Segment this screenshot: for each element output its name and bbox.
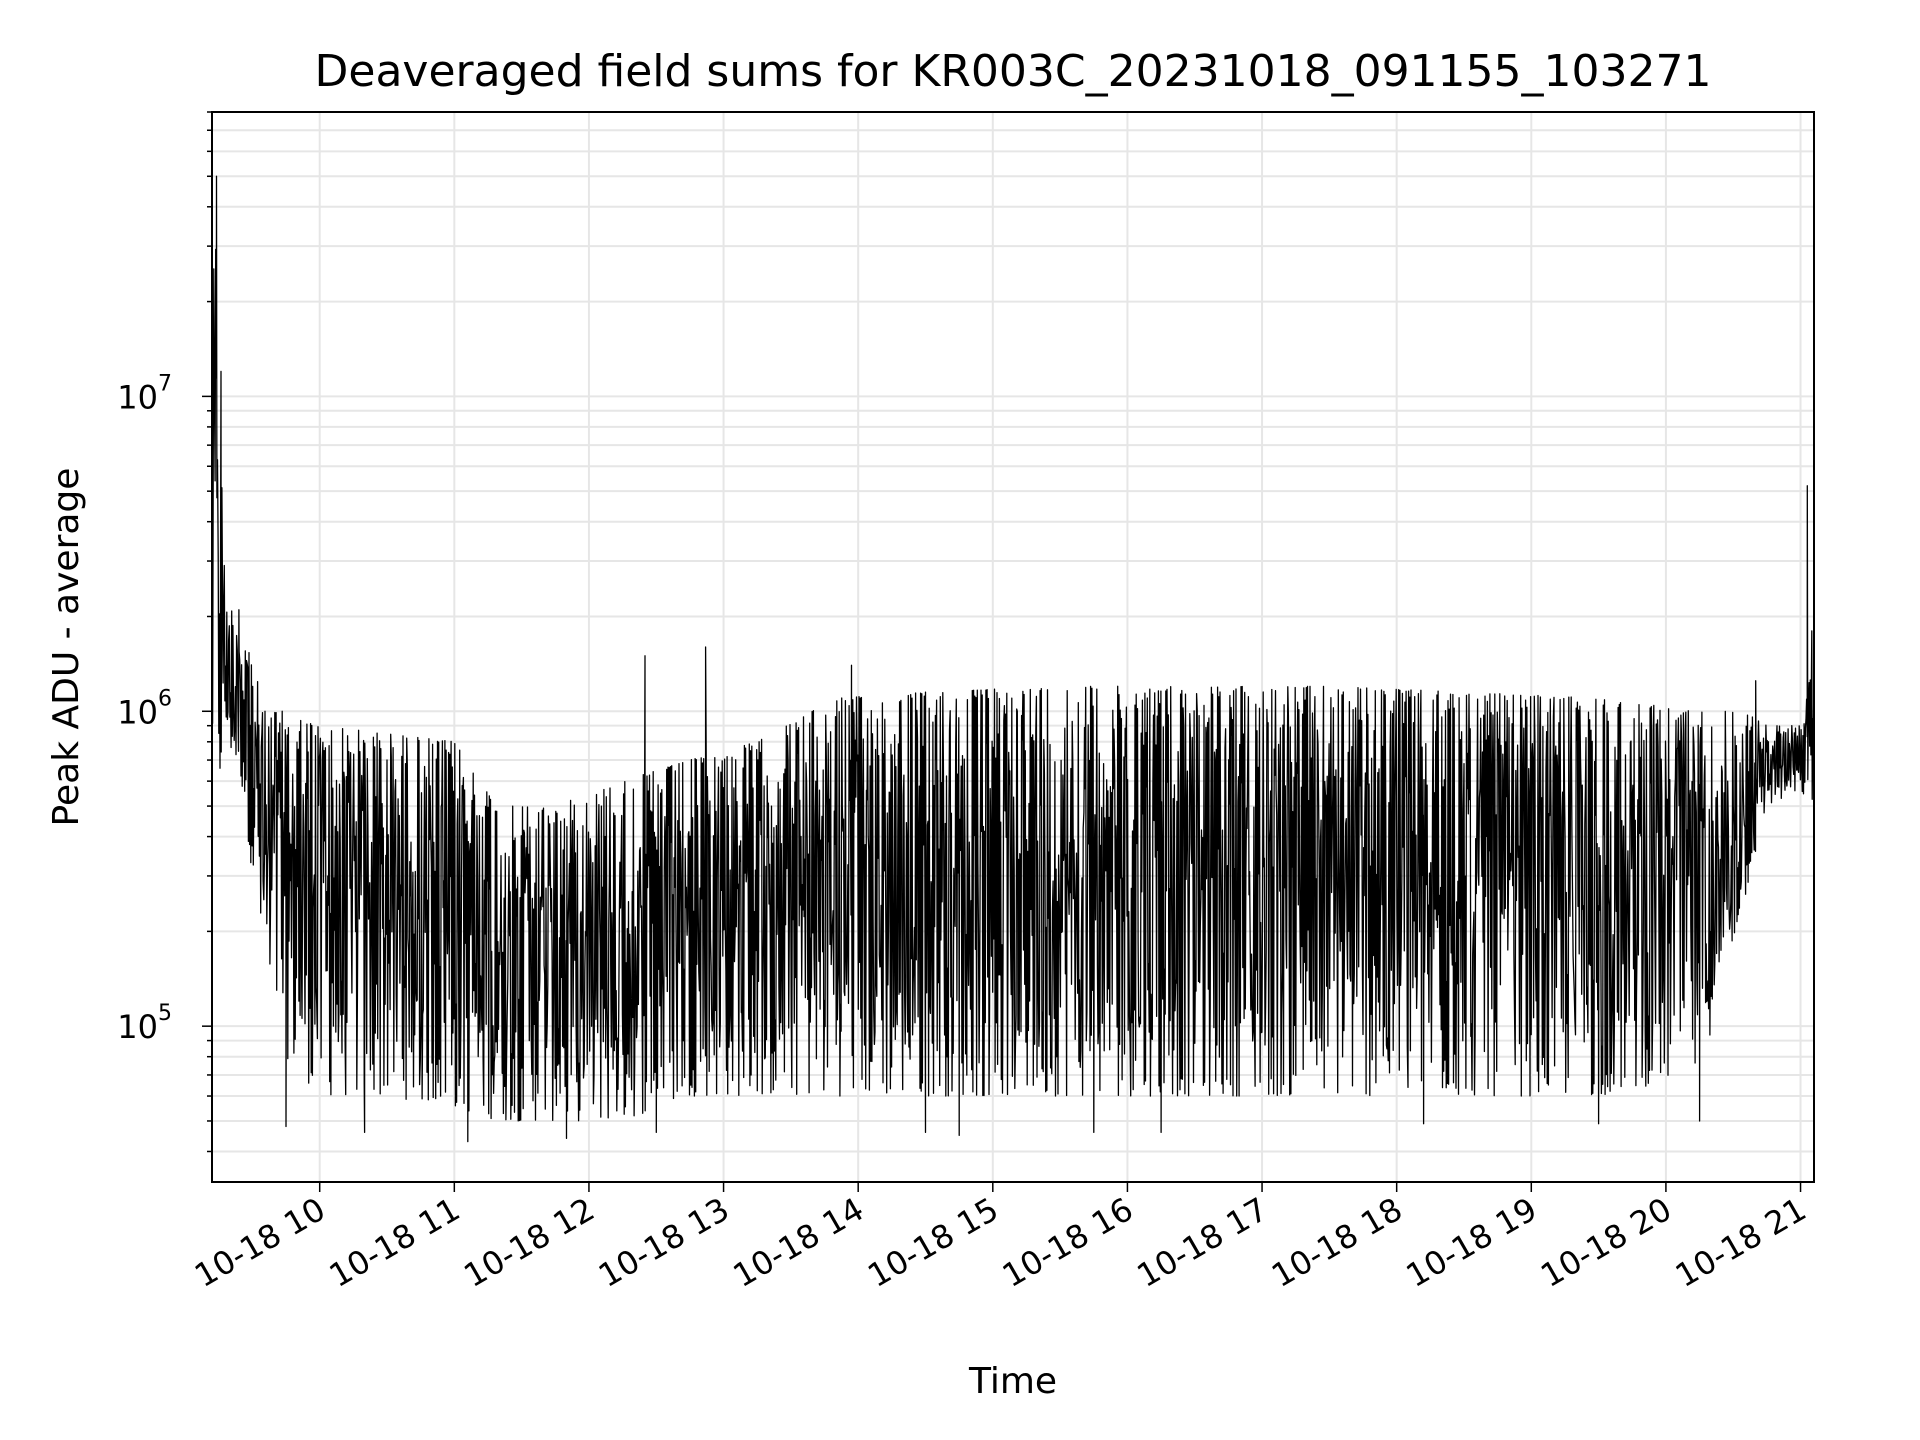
y-tick-label: 107 (117, 371, 172, 416)
chart-title: Deaveraged field sums for KR003C_2023101… (315, 46, 1712, 97)
series-path (211, 175, 1815, 1143)
x-tick-label: 10-18 16 (996, 1190, 1140, 1295)
x-tick-label: 10-18 17 (1130, 1190, 1274, 1295)
x-tick-label: 10-18 14 (727, 1190, 871, 1295)
x-tick-label: 10-18 10 (188, 1190, 332, 1295)
y-axis-label: Peak ADU - average (46, 468, 87, 827)
x-tick-label: 10-18 19 (1400, 1190, 1544, 1295)
x-tick-label: 10-18 15 (861, 1190, 1005, 1295)
plot-frame (211, 111, 1815, 1183)
series-line (211, 175, 1815, 1143)
y-tick-label: 106 (117, 686, 172, 731)
x-tick-label: 10-18 13 (592, 1190, 736, 1295)
y-tick-exponent: 6 (158, 686, 172, 711)
y-tick-label: 105 (117, 1001, 172, 1046)
y-axis: 105 106 107 (117, 111, 212, 1153)
x-tick-label: 10-18 11 (323, 1190, 467, 1295)
x-tick-label: 10-18 20 (1534, 1190, 1678, 1295)
y-tick-exponent: 5 (158, 1001, 172, 1026)
x-tick-label: 10-18 21 (1669, 1190, 1813, 1295)
x-axis-label: Time (968, 1361, 1057, 1402)
y-tick-exponent: 7 (158, 371, 172, 396)
x-tick-label: 10-18 12 (457, 1190, 601, 1295)
x-tick-label: 10-18 18 (1265, 1190, 1409, 1295)
